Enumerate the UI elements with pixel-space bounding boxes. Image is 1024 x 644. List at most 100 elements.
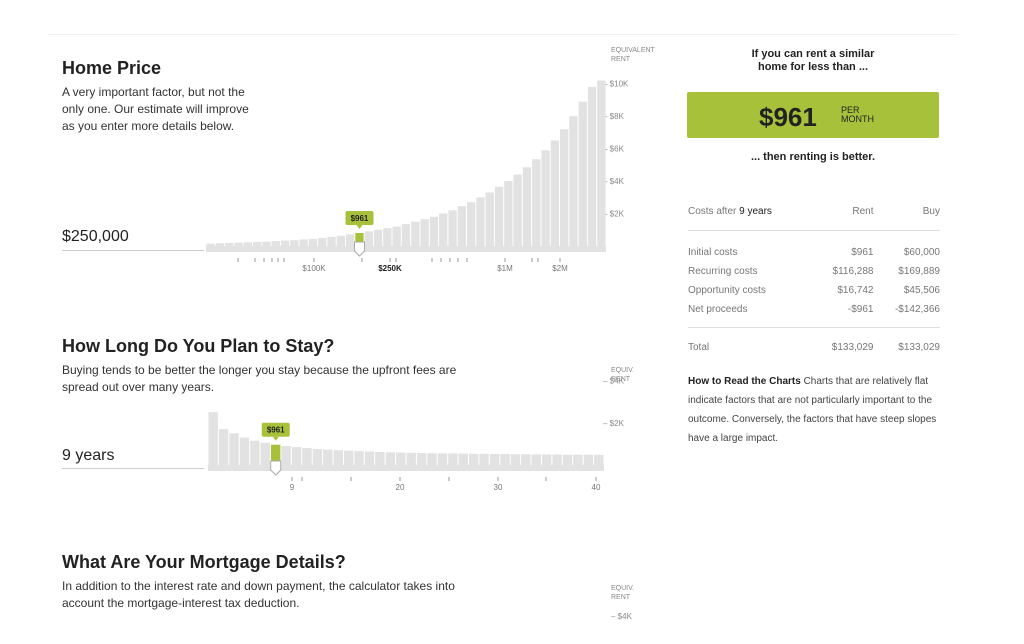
chart-bar[interactable] [437,453,448,465]
chart-bar[interactable] [225,242,234,246]
chart-bar[interactable] [218,429,229,465]
y-tick-label: – $2K [603,210,625,219]
x-tick-label: 40 [592,483,601,492]
chart-bar[interactable] [510,454,521,465]
home-price-value[interactable]: $250,000 [62,228,129,245]
chart-bar[interactable] [448,453,458,465]
chart-bar[interactable] [416,453,427,465]
chart-bar[interactable] [500,454,510,465]
chart-bar[interactable] [542,454,552,465]
chart-bar[interactable] [420,219,429,246]
chart-bar[interactable] [215,243,225,246]
chart-bar[interactable] [373,229,383,246]
chart-bar[interactable] [271,241,280,246]
chart-bar[interactable] [229,433,239,465]
chart-bar[interactable] [280,240,290,246]
chart-bar[interactable] [291,447,302,465]
chart-bar[interactable] [504,181,513,246]
chart-bar[interactable] [281,446,291,465]
chart-bar[interactable] [406,452,416,465]
chart-bar[interactable] [532,159,541,246]
chart-bar[interactable] [531,454,541,465]
home-price-chart[interactable]: EQUIVALENT RENT – $10K – $8K – $6K – $4K – $… [200,40,680,280]
chart-bar[interactable] [513,174,522,246]
chart-bar[interactable] [243,242,252,246]
chart-bar[interactable] [494,186,504,246]
chart-bar[interactable] [569,116,578,246]
chart-bar[interactable] [411,221,420,246]
value-tooltip [345,211,374,226]
chart-bar[interactable] [318,237,327,246]
y-tick-label: – $4K [603,177,625,186]
chart-bar[interactable] [354,451,364,465]
chart-bar[interactable] [344,450,354,465]
slider-handle[interactable] [353,241,365,257]
chart-bar[interactable] [375,451,385,465]
chart-bar[interactable] [552,454,562,465]
chart-bar[interactable] [392,226,401,247]
how-to-body: Charts that are relatively flat indicate… [688,376,937,444]
chart-bar[interactable] [302,448,312,465]
chart-bar[interactable] [385,452,396,465]
chart-bar[interactable] [521,454,531,465]
chart-bar[interactable] [312,449,323,465]
chart-bar[interactable] [457,206,466,246]
selected-bar[interactable] [271,444,281,465]
chart-bar[interactable] [439,213,448,247]
home-price-underline [62,250,204,251]
chart-bar[interactable] [290,240,299,246]
chart-bar[interactable] [299,239,308,247]
stay-chart[interactable]: EQUIV. RENT – $4K – $2K 9 20 30 40 $961 [200,360,680,500]
chart-bar[interactable] [260,442,270,465]
chart-bar[interactable] [485,192,494,247]
chart-bar[interactable] [383,228,392,246]
x-tick-label: 30 [494,483,503,492]
tooltip-value: $961 [267,426,285,435]
chart-bar[interactable] [467,202,476,246]
chart-bar[interactable] [239,437,250,465]
chart-bar[interactable] [429,216,439,246]
chart-bar[interactable] [364,451,375,466]
chart-bar[interactable] [573,454,583,465]
chart-bar[interactable] [396,452,406,466]
chart-bar[interactable] [562,454,573,465]
home-price-section: Home Price A very important factor, but … [62,58,249,135]
slider-handle[interactable] [270,460,282,476]
chart-bar[interactable] [327,236,336,246]
chart-bar[interactable] [253,241,262,246]
chart-bar[interactable] [522,167,532,246]
chart-bar[interactable] [323,449,333,465]
chart-track [208,465,604,471]
col-buy: Buy [922,206,940,217]
chart-bar[interactable] [346,234,355,246]
chart-bar[interactable] [262,241,271,246]
stay-value[interactable]: 9 years [62,447,115,464]
chart-bar[interactable] [578,101,587,246]
chart-bar[interactable] [427,453,437,465]
mortgage-section: What Are Your Mortgage Details? In addit… [62,552,455,612]
chart-bar[interactable] [208,412,218,465]
chart-bar[interactable] [250,440,260,465]
chart-bar[interactable] [448,210,457,246]
chart-bar[interactable] [597,80,606,247]
chart-bar[interactable] [364,231,373,246]
chart-bar[interactable] [401,224,411,246]
chart-bar[interactable] [308,238,318,246]
chart-bar[interactable] [489,454,500,465]
chart-bar[interactable] [594,454,604,465]
chart-bar[interactable] [476,197,485,246]
selected-bar[interactable] [355,233,364,246]
costs-total-row: Total $133,029 $133,029 [688,341,940,353]
chart-bar[interactable] [550,140,559,247]
chart-bar[interactable] [333,450,343,465]
chart-bar[interactable] [234,242,243,246]
chart-bar[interactable] [458,453,468,465]
chart-bar[interactable] [206,243,215,246]
chart-bar[interactable] [541,150,550,246]
chart-bar[interactable] [469,453,479,465]
chart-bar[interactable] [336,235,345,246]
chart-bar[interactable] [587,87,597,246]
chart-bar[interactable] [479,453,489,465]
chart-bar[interactable] [560,129,569,246]
chart-bar[interactable] [583,454,594,465]
